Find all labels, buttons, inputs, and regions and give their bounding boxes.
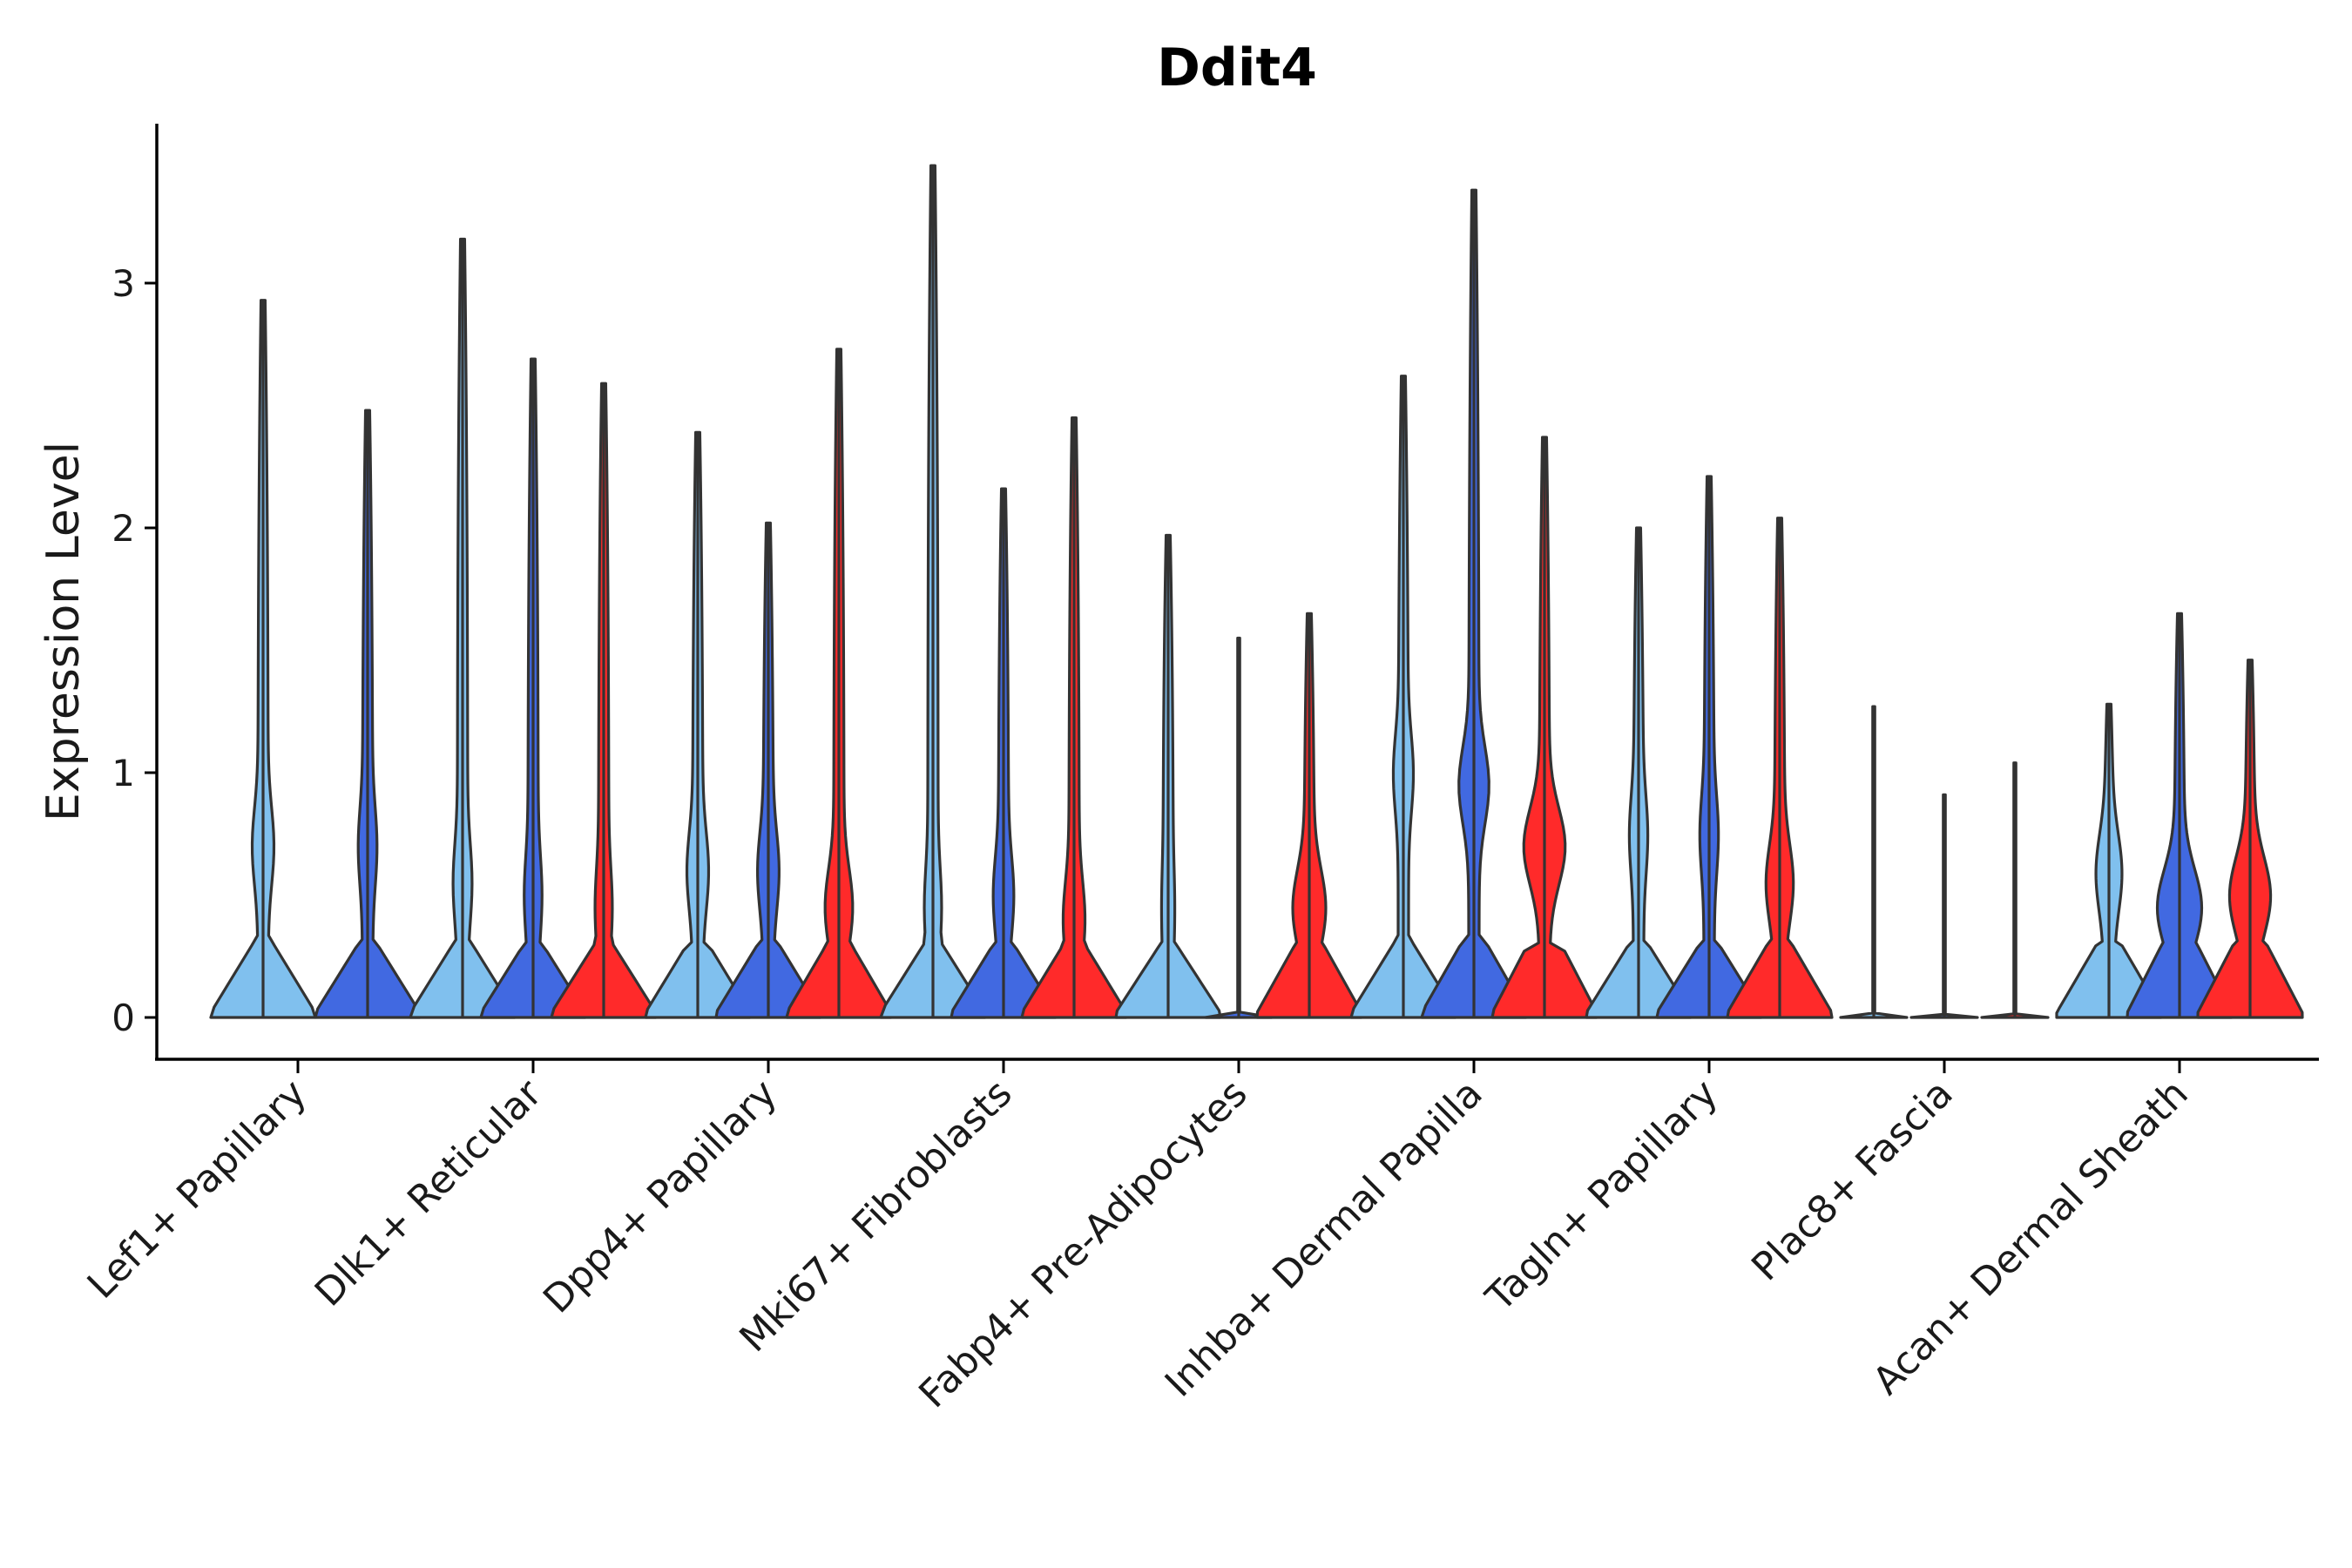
y-tick-label: 3 bbox=[112, 262, 135, 305]
chart-title: Ddit4 bbox=[1157, 37, 1317, 98]
y-tick-label: 1 bbox=[112, 752, 135, 794]
violins-layer bbox=[209, 164, 2304, 1019]
y-ticks: 0 1 2 3 bbox=[112, 262, 157, 1039]
y-tick-label: 0 bbox=[112, 997, 135, 1039]
x-tick-label: Plac8+ Fascia bbox=[1743, 1071, 1962, 1290]
y-axis-label: Expression Level bbox=[37, 442, 90, 821]
axes-layer bbox=[155, 124, 2319, 1061]
x-tick-label: Tagln+ Papillary bbox=[1477, 1071, 1727, 1321]
x-tick-label: Dlk1+ Reticular bbox=[307, 1071, 551, 1315]
x-tick-label: Dpp4+ Papillary bbox=[535, 1071, 786, 1322]
y-tick-label: 2 bbox=[112, 507, 135, 550]
x-tick-label: Lef1+ Papillary bbox=[79, 1071, 315, 1308]
